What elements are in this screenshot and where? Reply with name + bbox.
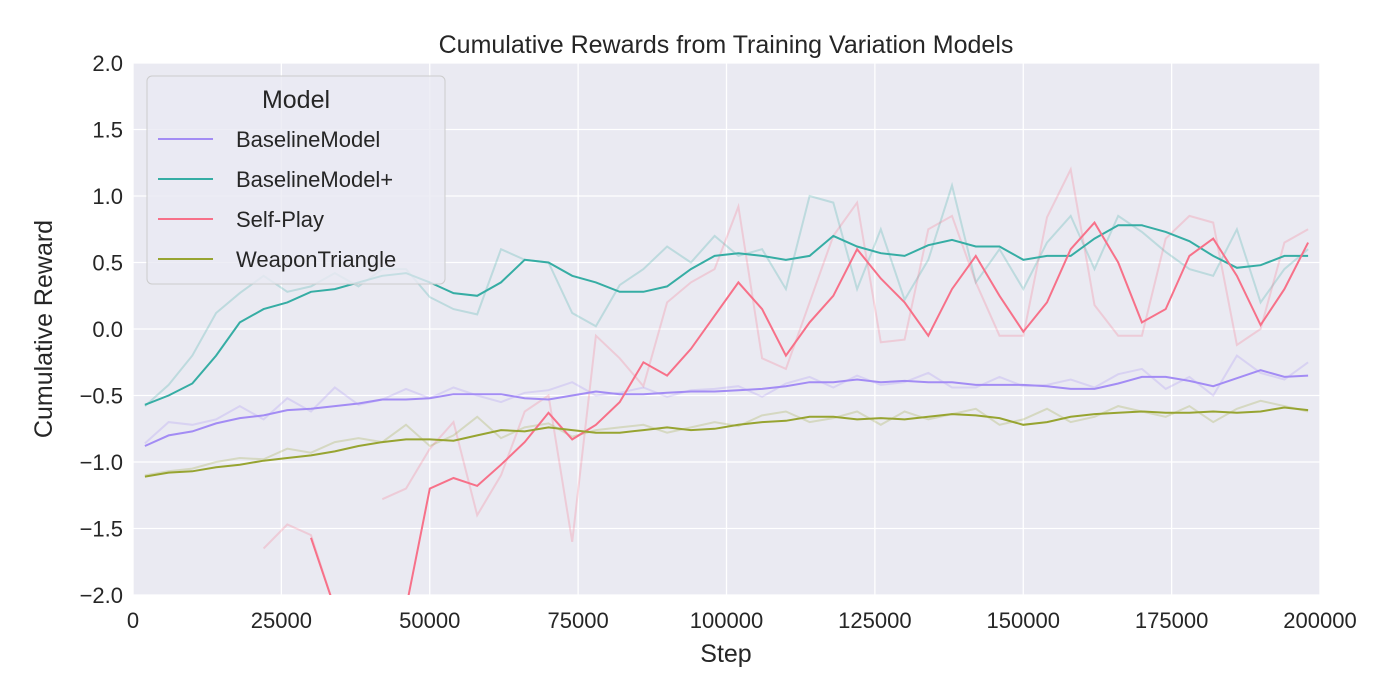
smoothed-line-weapontriangle (144, 406, 1309, 478)
chart-title: Cumulative Rewards from Training Variati… (439, 31, 1014, 59)
x-tick-label: 175000 (1135, 608, 1208, 633)
x-tick-label: 200000 (1283, 608, 1356, 633)
legend-entry: Self-Play (236, 207, 324, 232)
x-axis-label: Step (700, 640, 751, 668)
series-lines (144, 166, 1309, 595)
y-tick-label: 0.0 (92, 317, 123, 342)
y-tick-label: 1.0 (92, 184, 123, 209)
x-tick-label: 0 (127, 608, 139, 633)
smoothed-line-self-play (310, 220, 1309, 595)
y-tick-label: 1.5 (92, 118, 123, 143)
x-tick-label: 50000 (399, 608, 460, 633)
legend-entry: BaselineModel (236, 127, 380, 152)
smoothed-line-baselinemodel- (144, 224, 1309, 406)
legend-title: Model (262, 86, 330, 114)
x-tick-label: 100000 (690, 608, 763, 633)
raw-line-weapontriangle (144, 399, 1309, 477)
y-tick-label: 2.0 (92, 51, 123, 76)
y-tick-label: 0.5 (92, 251, 123, 276)
legend-entry: BaselineModel+ (236, 167, 393, 192)
x-tick-label: 75000 (548, 608, 609, 633)
x-tick-label: 125000 (838, 608, 911, 633)
smoothed-line-baselinemodel (144, 369, 1309, 447)
x-tick-label: 150000 (987, 608, 1060, 633)
legend-entry: WeaponTriangle (236, 247, 396, 272)
raw-line-baselinemodel (144, 354, 1309, 445)
x-tick-label: 25000 (251, 608, 312, 633)
legend-box (146, 75, 446, 285)
tick-labels: 0 25000 50000 75000 100000 125000 150000 175000… (80, 51, 1357, 633)
legend: Model BaselineModel BaselineModel+ Self-Pl… (146, 75, 446, 285)
y-axis-label: Cumulative Reward (30, 220, 58, 438)
y-tick-label: −2.0 (80, 583, 123, 608)
y-tick-label: −0.5 (80, 384, 123, 409)
y-tick-label: −1.5 (80, 517, 123, 542)
y-tick-label: −1.0 (80, 450, 123, 475)
